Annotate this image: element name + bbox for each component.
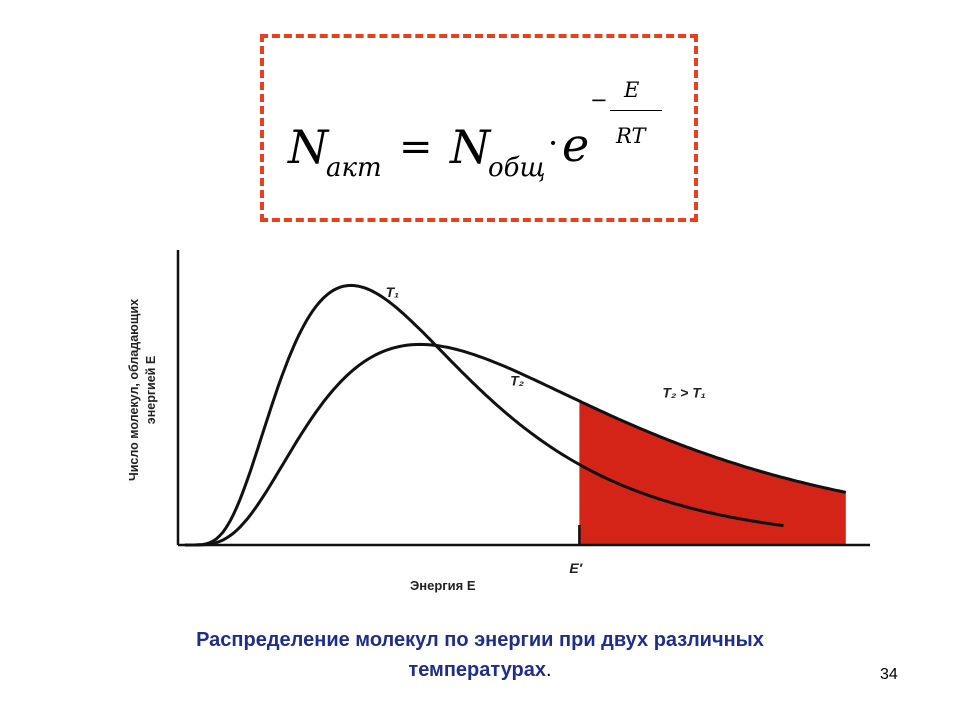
formula-exp-minus: − <box>590 88 608 112</box>
caption-line2: температурах. <box>60 655 900 685</box>
formula-sub-left: акт <box>326 153 382 183</box>
formula-e: e <box>562 118 590 172</box>
temperature-relation-label: T₂ > T₁ <box>662 385 705 401</box>
series-label-t1: T₁ <box>386 284 400 300</box>
slide-number: 34 <box>880 666 898 683</box>
formula-equals: = <box>399 124 433 170</box>
curve-t2 <box>184 342 847 547</box>
caption-period: . <box>546 659 552 681</box>
formula-box: N акт = N общ · e − E RT <box>260 34 698 222</box>
series-label-t2: T₂ <box>510 373 524 389</box>
shaded-area <box>579 401 846 545</box>
caption-line2-text: температурах <box>408 659 547 681</box>
y-axis-label: Число молекул, обладающих энергией E <box>126 240 160 540</box>
formula-fraction-line <box>610 110 662 111</box>
caption-line1: Распределение молекул по энергии при дву… <box>196 629 764 651</box>
y-axis-label-line2: энергией E <box>144 355 158 425</box>
threshold-label: E′ <box>569 560 582 576</box>
slide-caption: Распределение молекул по энергии при дву… <box>60 625 900 685</box>
x-axis-label: Энергия E <box>410 578 476 593</box>
formula-exp-denominator: RT <box>616 124 646 148</box>
formula-n-left: N <box>288 120 329 174</box>
curve-t1 <box>184 283 784 547</box>
formula-dot: · <box>548 124 559 162</box>
formula-n-right: N <box>450 120 491 174</box>
formula-sub-right: общ <box>488 153 546 183</box>
chart-root: T₁ T₂ T₂ > T₁ E′ Энергия E <box>176 250 870 593</box>
formula-exp-numerator: E <box>624 78 640 102</box>
y-axis-label-line1: Число молекул, обладающих <box>127 298 141 482</box>
